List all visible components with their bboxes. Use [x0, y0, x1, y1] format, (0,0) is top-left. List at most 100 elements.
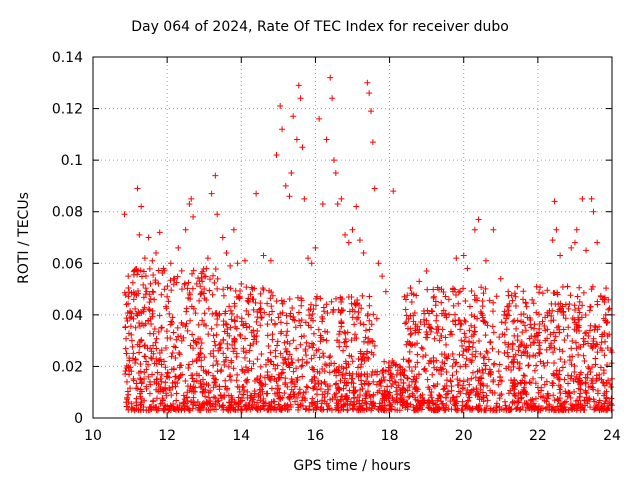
scatter-point: [510, 353, 517, 360]
scatter-point: [260, 286, 267, 293]
scatter-point: [600, 315, 607, 322]
scatter-point: [186, 407, 193, 414]
scatter-point: [169, 379, 176, 386]
scatter-point: [430, 286, 437, 293]
scatter-point: [441, 312, 448, 319]
scatter-point: [421, 316, 428, 323]
scatter-point: [220, 292, 227, 299]
scatter-point: [309, 395, 316, 402]
data-point: [379, 273, 386, 280]
data-point: [416, 278, 423, 285]
scatter-point: [569, 404, 576, 411]
scatter-point: [297, 341, 304, 348]
scatter-point: [531, 367, 538, 374]
scatter-point: [339, 371, 346, 378]
scatter-point: [153, 376, 160, 383]
scatter-point: [263, 361, 270, 368]
scatter-point: [550, 290, 557, 297]
scatter-point: [389, 373, 396, 380]
scatter-point: [469, 351, 476, 358]
data-point: [197, 291, 204, 298]
scatter-point: [455, 289, 462, 296]
scatter-point: [539, 405, 546, 412]
scatter-point: [242, 377, 249, 384]
scatter-point: [169, 349, 176, 356]
scatter-point: [323, 337, 330, 344]
scatter-point: [181, 405, 188, 412]
data-point: [134, 185, 141, 192]
scatter-point: [366, 302, 373, 309]
scatter-point: [604, 333, 611, 340]
scatter-point: [328, 298, 335, 305]
scatter-point: [503, 315, 510, 322]
scatter-point: [472, 353, 479, 360]
scatter-point: [457, 363, 464, 370]
scatter-point: [392, 399, 399, 406]
data-point: [290, 113, 297, 120]
scatter-point: [487, 339, 494, 346]
data-point: [369, 139, 376, 146]
scatter-point: [469, 369, 476, 376]
scatter-point: [466, 381, 473, 388]
scatter-point: [397, 364, 404, 371]
scatter-point: [197, 384, 204, 391]
scatter-point: [523, 342, 530, 349]
scatter-point: [204, 399, 211, 406]
scatter-point: [351, 321, 358, 328]
scatter-point: [300, 402, 307, 409]
scatter-point: [468, 375, 475, 382]
scatter-point: [450, 302, 457, 309]
scatter-point: [268, 303, 275, 310]
scatter-point: [158, 324, 165, 331]
scatter-point: [366, 404, 373, 411]
scatter-point: [349, 358, 356, 365]
scatter-point: [452, 400, 459, 407]
scatter-point: [175, 333, 182, 340]
scatter-point: [324, 309, 331, 316]
scatter-point: [163, 373, 170, 380]
scatter-point: [545, 392, 552, 399]
scatter-point: [133, 395, 140, 402]
data-point: [564, 283, 571, 290]
scatter-point: [535, 311, 542, 318]
scatter-point: [549, 382, 556, 389]
scatter-point: [435, 404, 442, 411]
data-point: [305, 255, 312, 262]
scatter-point: [350, 380, 357, 387]
scatter-point: [434, 330, 441, 337]
data-point: [277, 102, 284, 109]
scatter-point: [395, 382, 402, 389]
scatter-point: [380, 373, 387, 380]
scatter-point: [587, 343, 594, 350]
scatter-point: [184, 285, 191, 292]
scatter-point: [207, 401, 214, 408]
data-point: [588, 195, 595, 202]
scatter-point: [462, 403, 469, 410]
scatter-point: [213, 357, 220, 364]
scatter-point: [522, 327, 529, 334]
scatter-point: [297, 322, 304, 329]
scatter-point: [143, 385, 150, 392]
scatter-point: [556, 346, 563, 353]
scatter-point: [267, 358, 274, 365]
scatter-point: [362, 395, 369, 402]
data-point: [345, 239, 352, 246]
scatter-point: [418, 406, 425, 413]
scatter-point: [550, 349, 557, 356]
scatter-point: [423, 329, 430, 336]
scatter-point: [430, 358, 437, 365]
scatter-point: [371, 342, 378, 349]
scatter-point: [373, 315, 380, 322]
scatter-point: [258, 315, 265, 322]
scatter-point: [293, 365, 300, 372]
scatter-point: [608, 360, 615, 367]
scatter-point: [294, 294, 301, 301]
scatter-point: [125, 293, 132, 300]
scatter-point: [476, 337, 483, 344]
scatter-point: [576, 284, 583, 291]
scatter-point: [291, 391, 298, 398]
scatter-point: [303, 352, 310, 359]
scatter-point: [353, 315, 360, 322]
data-point: [143, 288, 150, 295]
scatter-point: [321, 378, 328, 385]
